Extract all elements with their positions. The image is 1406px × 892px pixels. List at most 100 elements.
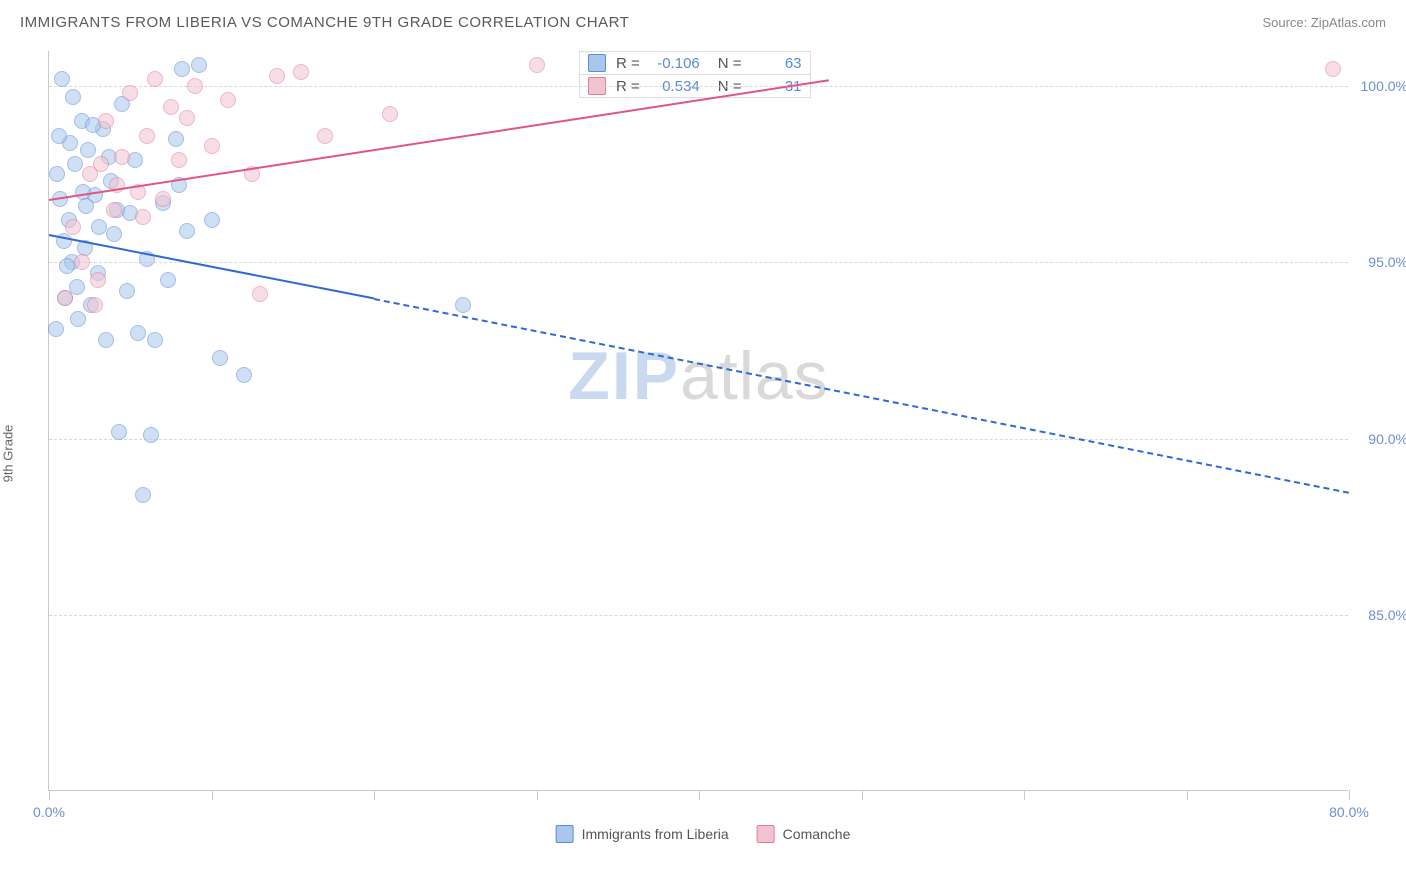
scatter-point-comanche — [122, 85, 138, 101]
trend-line — [49, 79, 829, 201]
scatter-point-liberia — [160, 272, 176, 288]
legend-item-liberia: Immigrants from Liberia — [556, 825, 729, 843]
scatter-point-comanche — [317, 128, 333, 144]
legend-r-label: R = — [616, 55, 640, 72]
scatter-point-liberia — [147, 332, 163, 348]
scatter-point-liberia — [70, 311, 86, 327]
x-tick — [1349, 790, 1350, 800]
scatter-point-liberia — [212, 350, 228, 366]
scatter-point-liberia — [98, 332, 114, 348]
scatter-point-comanche — [74, 254, 90, 270]
scatter-point-liberia — [49, 166, 65, 182]
scatter-point-liberia — [191, 57, 207, 73]
scatter-point-comanche — [252, 286, 268, 302]
legend-swatch — [588, 54, 606, 72]
scatter-point-comanche — [204, 138, 220, 154]
scatter-point-liberia — [78, 198, 94, 214]
correlation-legend: R =-0.106N =63R =0.534N =31 — [579, 51, 811, 98]
y-tick-label: 85.0% — [1368, 607, 1406, 623]
scatter-point-comanche — [163, 99, 179, 115]
scatter-point-comanche — [382, 106, 398, 122]
plot-area: ZIPatlas R =-0.106N =63R =0.534N =31 85.… — [48, 51, 1348, 791]
trend-line-extrapolated — [374, 298, 1349, 494]
scatter-point-comanche — [187, 78, 203, 94]
scatter-point-comanche — [529, 57, 545, 73]
x-tick — [212, 790, 213, 800]
chart-title: IMMIGRANTS FROM LIBERIA VS COMANCHE 9TH … — [20, 14, 629, 31]
scatter-point-liberia — [143, 427, 159, 443]
legend-item-comanche: Comanche — [757, 825, 851, 843]
scatter-point-comanche — [171, 152, 187, 168]
scatter-point-comanche — [90, 272, 106, 288]
scatter-point-liberia — [106, 226, 122, 242]
scatter-point-comanche — [135, 209, 151, 225]
scatter-point-liberia — [130, 325, 146, 341]
scatter-point-comanche — [114, 149, 130, 165]
scatter-point-liberia — [80, 142, 96, 158]
gridline — [49, 262, 1348, 263]
scatter-point-liberia — [59, 258, 75, 274]
watermark: ZIPatlas — [568, 337, 828, 415]
scatter-point-comanche — [106, 202, 122, 218]
scatter-point-comanche — [155, 191, 171, 207]
scatter-point-comanche — [65, 219, 81, 235]
watermark-atlas: atlas — [680, 338, 829, 414]
x-tick-label: 0.0% — [33, 804, 65, 820]
source-attribution: Source: ZipAtlas.com — [1262, 15, 1386, 30]
scatter-point-comanche — [1325, 61, 1341, 77]
scatter-point-liberia — [111, 424, 127, 440]
scatter-point-liberia — [91, 219, 107, 235]
x-tick — [1187, 790, 1188, 800]
y-tick-label: 90.0% — [1368, 431, 1406, 447]
x-tick — [374, 790, 375, 800]
scatter-point-liberia — [168, 131, 184, 147]
scatter-point-liberia — [179, 223, 195, 239]
x-tick — [537, 790, 538, 800]
legend-series-name: Comanche — [783, 826, 851, 842]
x-tick — [862, 790, 863, 800]
legend-n-label: N = — [718, 55, 742, 72]
x-tick-label: 80.0% — [1329, 804, 1369, 820]
scatter-point-liberia — [135, 487, 151, 503]
scatter-point-comanche — [93, 156, 109, 172]
scatter-point-liberia — [67, 156, 83, 172]
scatter-point-comanche — [139, 128, 155, 144]
y-axis-label: 9th Grade — [1, 425, 16, 483]
scatter-point-comanche — [147, 71, 163, 87]
gridline — [49, 86, 1348, 87]
scatter-point-liberia — [65, 89, 81, 105]
chart-container: 9th Grade ZIPatlas R =-0.106N =63R =0.53… — [0, 41, 1406, 851]
scatter-point-comanche — [87, 297, 103, 313]
x-tick — [49, 790, 50, 800]
scatter-point-liberia — [204, 212, 220, 228]
x-tick — [699, 790, 700, 800]
chart-header: IMMIGRANTS FROM LIBERIA VS COMANCHE 9TH … — [0, 0, 1406, 41]
x-tick — [1024, 790, 1025, 800]
legend-r-value: -0.106 — [650, 55, 700, 72]
source-link[interactable]: ZipAtlas.com — [1311, 15, 1386, 30]
scatter-point-comanche — [220, 92, 236, 108]
scatter-point-comanche — [269, 68, 285, 84]
scatter-point-comanche — [293, 64, 309, 80]
gridline — [49, 439, 1348, 440]
scatter-point-liberia — [54, 71, 70, 87]
series-legend: Immigrants from Liberia Comanche — [556, 825, 851, 843]
y-tick-label: 95.0% — [1368, 254, 1406, 270]
scatter-point-comanche — [98, 113, 114, 129]
scatter-point-comanche — [57, 290, 73, 306]
legend-swatch — [757, 825, 775, 843]
scatter-point-liberia — [455, 297, 471, 313]
legend-swatch — [556, 825, 574, 843]
scatter-point-comanche — [179, 110, 195, 126]
scatter-point-liberia — [119, 283, 135, 299]
source-prefix: Source: — [1262, 15, 1310, 30]
legend-row-liberia: R = -0.106 N = 63 — [579, 51, 811, 75]
y-tick-label: 100.0% — [1361, 78, 1406, 94]
scatter-point-liberia — [236, 367, 252, 383]
gridline — [49, 615, 1348, 616]
legend-series-name: Immigrants from Liberia — [582, 826, 729, 842]
scatter-point-liberia — [48, 321, 64, 337]
legend-n-value: 63 — [752, 55, 802, 72]
scatter-point-liberia — [51, 128, 67, 144]
scatter-point-liberia — [174, 61, 190, 77]
